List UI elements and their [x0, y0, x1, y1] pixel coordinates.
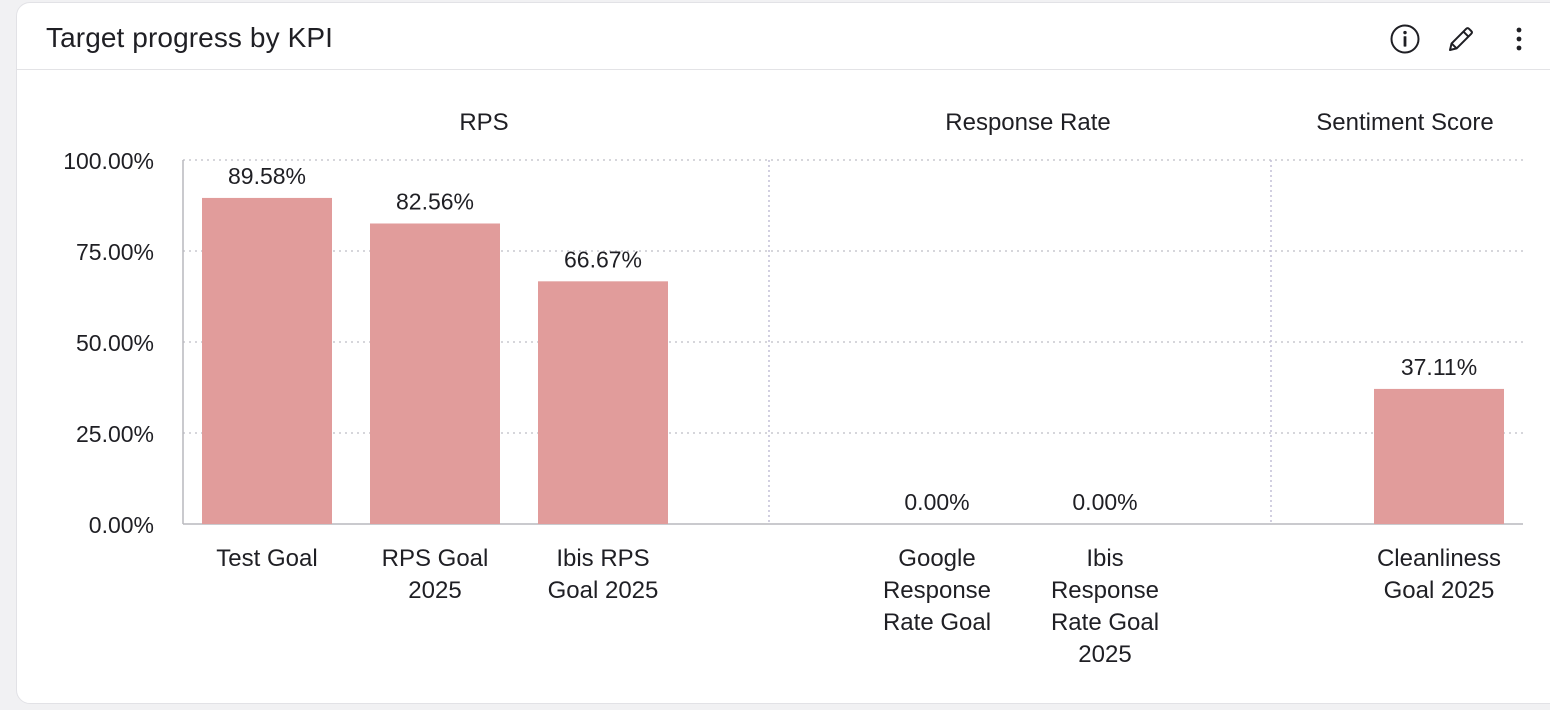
- bar: [370, 223, 500, 524]
- info-icon[interactable]: [1389, 23, 1421, 55]
- x-tick-label: Goal 2025: [1384, 577, 1495, 604]
- bar: [538, 281, 668, 524]
- card-header: Target progress by KPI: [17, 3, 1550, 70]
- data-label: 0.00%: [904, 489, 969, 515]
- y-tick-label: 50.00%: [76, 330, 154, 356]
- y-tick-label: 25.00%: [76, 421, 154, 447]
- x-tick-label: Rate Goal: [883, 609, 991, 636]
- more-vertical-icon[interactable]: [1503, 23, 1535, 55]
- group-title: Sentiment Score: [1316, 109, 1493, 136]
- x-tick-label: 2025: [1078, 641, 1131, 668]
- bar: [1374, 388, 1504, 524]
- y-tick-label: 100.00%: [63, 148, 154, 174]
- data-label: 37.11%: [1401, 354, 1477, 380]
- x-tick-label: RPS Goal: [382, 545, 489, 572]
- group-title: Response Rate: [945, 109, 1110, 136]
- x-tick-label: Ibis: [1086, 545, 1123, 572]
- x-tick-label: Response: [1051, 577, 1159, 604]
- group-title: RPS: [459, 109, 508, 136]
- card-title: Target progress by KPI: [46, 22, 333, 53]
- x-tick-label: Rate Goal: [1051, 609, 1159, 636]
- bar: [202, 197, 332, 524]
- y-tick-label: 0.00%: [89, 512, 154, 538]
- x-tick-label: Cleanliness: [1377, 545, 1501, 572]
- x-tick-label: Goal 2025: [548, 577, 659, 604]
- data-label: 0.00%: [1072, 489, 1137, 515]
- x-tick-label: Response: [883, 577, 991, 604]
- x-tick-label: 2025: [408, 577, 461, 604]
- pencil-icon[interactable]: [1445, 23, 1477, 55]
- x-tick-label: Google: [898, 545, 975, 572]
- data-label: 89.58%: [228, 163, 306, 189]
- data-label: 82.56%: [396, 188, 474, 214]
- data-label: 66.67%: [564, 246, 642, 272]
- x-tick-label: Test Goal: [216, 545, 317, 572]
- x-tick-label: Ibis RPS: [556, 545, 649, 572]
- y-tick-label: 75.00%: [76, 239, 154, 265]
